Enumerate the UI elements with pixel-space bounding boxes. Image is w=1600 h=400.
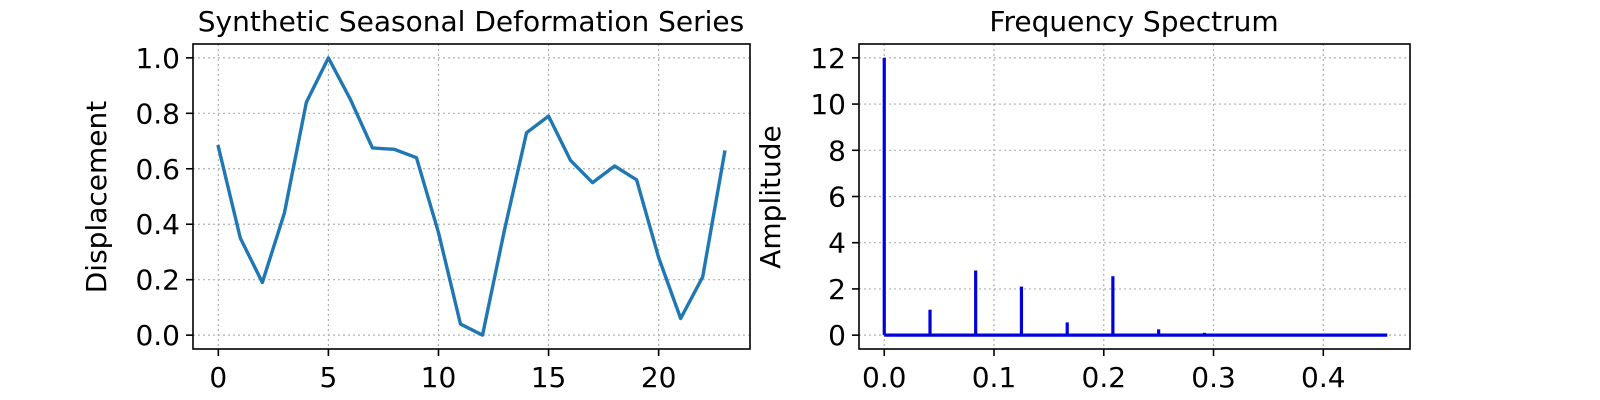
x-tick-label: 0.4 — [1301, 361, 1346, 394]
x-tick-label: 0.2 — [1082, 361, 1127, 394]
y-tick-label: 0.0 — [135, 319, 180, 352]
y-axis-label: Displacement — [80, 101, 113, 294]
y-tick-label: 0.8 — [135, 97, 180, 130]
axis-ticks: 0.0 0.1 0.2 0.3 0.4 0 2 4 6 8 10 12 — [810, 42, 1345, 394]
x-tick-label: 20 — [641, 361, 677, 394]
y-tick-label: 4 — [828, 227, 846, 260]
y-axis-label: Amplitude — [754, 125, 787, 269]
x-tick-label: 0 — [209, 361, 227, 394]
series-line — [216, 56, 727, 337]
y-tick-label: 0 — [828, 319, 846, 352]
x-tick-label: 0.1 — [972, 361, 1017, 394]
x-tick-label: 15 — [531, 361, 567, 394]
y-tick-label: 8 — [828, 134, 846, 167]
spectrum-layer — [882, 57, 1388, 337]
chart-title: Synthetic Seasonal Deformation Series — [198, 5, 744, 38]
y-tick-label: 6 — [828, 181, 846, 214]
x-tick-label: 10 — [421, 361, 457, 394]
y-tick-label: 2 — [828, 273, 846, 306]
frequency-spectrum-chart: Frequency Spectrum Amplitude 0.0 0.1 0.2 0.… — [754, 5, 1411, 394]
x-tick-label: 0.0 — [862, 361, 907, 394]
y-tick-label: 0.2 — [135, 264, 180, 297]
deformation-series-chart: Synthetic Seasonal Deformation Series Di… — [80, 5, 751, 394]
y-tick-label: 0.6 — [135, 153, 180, 186]
grid — [193, 44, 750, 349]
plot-frame — [192, 43, 751, 350]
x-tick-label: 5 — [319, 361, 337, 394]
series-layer — [216, 56, 727, 337]
y-tick-label: 0.4 — [135, 208, 180, 241]
chart-title: Frequency Spectrum — [989, 5, 1278, 38]
y-tick-label: 10 — [810, 88, 846, 121]
y-tick-label: 12 — [810, 42, 846, 75]
y-tick-label: 1.0 — [135, 42, 180, 75]
axis-ticks: 0 5 10 15 20 0.0 0.2 0.4 0.6 0.8 1.0 — [135, 42, 676, 394]
x-tick-label: 0.3 — [1191, 361, 1236, 394]
